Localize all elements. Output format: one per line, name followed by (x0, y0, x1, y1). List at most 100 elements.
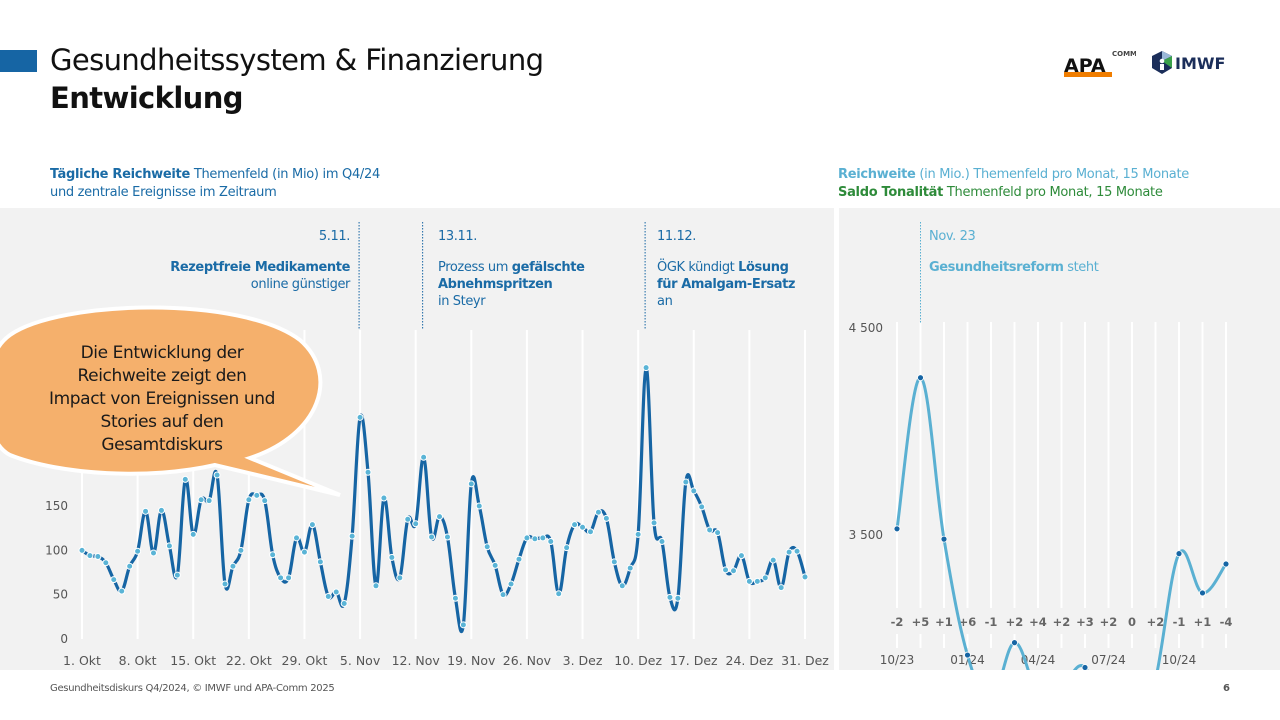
saldo-label: 0 (1128, 615, 1136, 629)
data-point (467, 480, 475, 488)
data-point (157, 506, 165, 514)
data-point (579, 523, 587, 531)
left-caption-bold: Tägliche Reichweite (50, 167, 190, 182)
event-annotation-13-11: 13.11. Prozess um gefälschte Abnehmsprit… (438, 228, 618, 310)
data-point (777, 584, 785, 592)
data-point (443, 533, 451, 541)
y-tick-label: 100 (45, 543, 68, 557)
title-accent-bar (0, 50, 37, 72)
data-point (539, 534, 547, 542)
data-point (285, 574, 293, 582)
left-caption-rest: Themenfeld (in Mio) im Q4/24 (189, 167, 380, 182)
saldo-label: -1 (1173, 615, 1186, 629)
data-point (245, 496, 253, 504)
y-tick-label: 50 (53, 588, 68, 602)
data-point (94, 553, 102, 561)
event-prefix: ÖGK kündigt (657, 260, 739, 275)
data-point (459, 621, 467, 629)
data-point (737, 552, 745, 560)
data-point (396, 574, 404, 582)
data-point (1175, 550, 1183, 558)
data-point (126, 562, 134, 570)
data-point (801, 573, 809, 581)
data-point (658, 537, 666, 545)
data-point (1199, 589, 1206, 597)
data-point (483, 543, 491, 551)
saldo-label: +2 (1006, 615, 1024, 629)
data-point (404, 515, 412, 523)
page-title: Gesundheitssystem & Finanzierung (50, 43, 544, 77)
saldo-label: +4 (1029, 615, 1047, 629)
data-point (722, 566, 730, 574)
data-point (380, 494, 388, 502)
data-point (237, 546, 245, 554)
data-point (293, 534, 301, 542)
page-subtitle: Entwicklung (50, 81, 244, 115)
imwf-logo-text: IMWF (1175, 54, 1225, 73)
data-point (173, 571, 181, 579)
left-chart-caption: Tägliche Reichweite Themenfeld (in Mio) … (50, 166, 380, 202)
monthly-reach-line (895, 376, 1228, 670)
data-point (189, 530, 197, 538)
x-tick-label: 04/24 (1021, 653, 1056, 667)
data-point (324, 592, 332, 600)
saldo-label: +6 (959, 615, 977, 629)
right-chart-caption: Reichweite (in Mio.) Themenfeld pro Mona… (838, 166, 1189, 202)
saldo-label: +1 (1194, 615, 1212, 629)
data-point (253, 491, 261, 499)
x-tick-label: 12. Nov (392, 653, 441, 668)
x-tick-label: 15. Okt (170, 653, 216, 668)
data-point (165, 542, 173, 550)
data-point (491, 561, 499, 569)
data-point (332, 588, 340, 596)
y-tick-label: 0 (60, 632, 68, 646)
data-point (917, 374, 924, 382)
data-point (682, 478, 690, 486)
data-point (674, 594, 682, 602)
data-point (269, 551, 277, 559)
data-point (690, 487, 698, 495)
data-point (618, 582, 626, 590)
data-point (499, 591, 507, 599)
data-point (761, 574, 769, 582)
data-point (515, 555, 523, 563)
data-point (221, 580, 229, 588)
event-date: Nov. 23 (929, 229, 976, 244)
data-point (300, 548, 308, 556)
event-detail: online günstiger (250, 277, 351, 292)
right-caption2-bold: Saldo Tonalität (838, 185, 944, 200)
data-point (316, 558, 324, 566)
event-headline: Gesundheitsreform (929, 260, 1064, 275)
event-date: 5.11. (318, 229, 350, 244)
event-annotation-5-11: 5.11. Rezeptfreie Medikamente online gün… (160, 228, 350, 293)
data-point (118, 587, 126, 595)
data-point (610, 558, 618, 566)
data-point (436, 513, 444, 521)
data-point (110, 576, 118, 584)
data-point (197, 496, 205, 504)
x-tick-label: 24. Dez (726, 653, 774, 668)
saldo-label: -4 (1220, 615, 1233, 629)
data-point (348, 532, 356, 540)
data-point (451, 594, 459, 602)
event-annotation-nov-23: Nov. 23 Gesundheitsreform steht (929, 228, 1149, 276)
data-point (964, 651, 971, 659)
data-point (555, 590, 563, 598)
data-point (1011, 639, 1018, 647)
saldo-label: +2 (1100, 615, 1118, 629)
data-point (428, 533, 436, 541)
x-tick-label: 22. Okt (226, 653, 272, 668)
data-point (213, 471, 221, 479)
event-annotation-11-12: 11.12. ÖGK kündigt Lösung für Amalgam-Er… (657, 228, 807, 310)
callout-text: Die Entwicklung der Reichweite zeigt den… (49, 343, 275, 455)
data-point (753, 577, 761, 585)
apa-logo-bar (1064, 72, 1112, 77)
saldo-label: -2 (891, 615, 904, 629)
data-point (102, 559, 110, 567)
x-tick-label: 10/23 (880, 653, 915, 667)
data-point (745, 577, 753, 585)
data-point (706, 526, 714, 534)
data-point (893, 525, 901, 533)
x-tick-label: 10/24 (1162, 653, 1197, 667)
x-tick-label: 26. Nov (503, 653, 552, 668)
